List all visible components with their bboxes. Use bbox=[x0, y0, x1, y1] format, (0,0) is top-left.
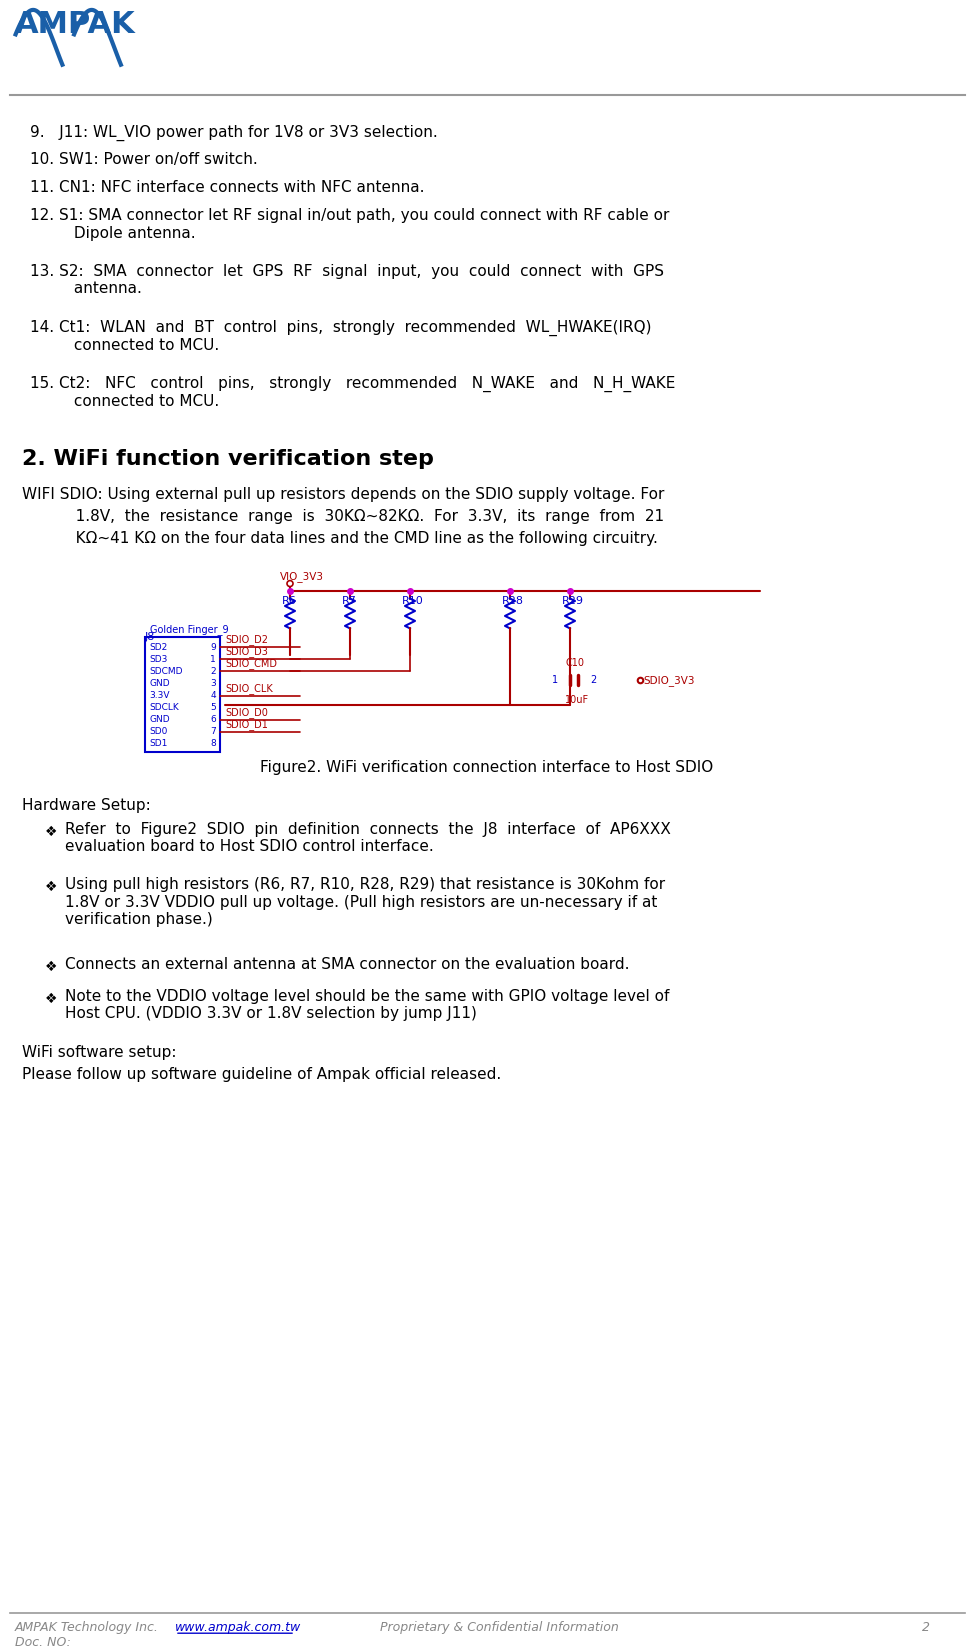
Text: ❖: ❖ bbox=[45, 824, 58, 839]
Text: 7: 7 bbox=[211, 726, 216, 736]
Text: 15. Ct2:   NFC   control   pins,   strongly   recommended   N_WAKE   and   N_H_W: 15. Ct2: NFC control pins, strongly reco… bbox=[30, 375, 676, 409]
Text: 8: 8 bbox=[211, 740, 216, 748]
Text: R6: R6 bbox=[282, 596, 296, 606]
Text: Using pull high resistors (R6, R7, R10, R28, R29) that resistance is 30Kohm for
: Using pull high resistors (R6, R7, R10, … bbox=[65, 877, 665, 928]
Text: SDCLK: SDCLK bbox=[149, 703, 178, 712]
Text: R10: R10 bbox=[402, 596, 424, 606]
Text: 2: 2 bbox=[922, 1621, 930, 1634]
Text: SDIO_D0: SDIO_D0 bbox=[225, 707, 268, 718]
Text: Refer  to  Figure2  SDIO  pin  definition  connects  the  J8  interface  of  AP6: Refer to Figure2 SDIO pin definition con… bbox=[65, 822, 671, 854]
Text: 13. S2:  SMA  connector  let  GPS  RF  signal  input,  you  could  connect  with: 13. S2: SMA connector let GPS RF signal … bbox=[30, 264, 664, 296]
Text: 12. S1: SMA connector let RF signal in/out path, you could connect with RF cable: 12. S1: SMA connector let RF signal in/o… bbox=[30, 208, 670, 241]
Text: Doc. NO:: Doc. NO: bbox=[15, 1636, 71, 1649]
Text: 11. CN1: NFC interface connects with NFC antenna.: 11. CN1: NFC interface connects with NFC… bbox=[30, 180, 424, 195]
Text: SD1: SD1 bbox=[149, 740, 168, 748]
Text: WIFI SDIO: Using external pull up resistors depends on the SDIO supply voltage. : WIFI SDIO: Using external pull up resist… bbox=[22, 487, 664, 502]
Text: SDCMD: SDCMD bbox=[149, 667, 182, 675]
Text: 4: 4 bbox=[211, 692, 216, 700]
Text: Please follow up software guideline of Ampak official released.: Please follow up software guideline of A… bbox=[22, 1067, 501, 1081]
Text: R7: R7 bbox=[342, 596, 357, 606]
Bar bbox=[145, 637, 220, 751]
Text: Connects an external antenna at SMA connector on the evaluation board.: Connects an external antenna at SMA conn… bbox=[65, 958, 630, 972]
Text: 5: 5 bbox=[211, 703, 216, 712]
Text: GND: GND bbox=[149, 715, 170, 725]
Text: 3.3V: 3.3V bbox=[149, 692, 170, 700]
Text: SDIO_D2: SDIO_D2 bbox=[225, 634, 268, 646]
Text: ❖: ❖ bbox=[45, 959, 58, 974]
Text: SD3: SD3 bbox=[149, 655, 168, 664]
Text: 1: 1 bbox=[211, 655, 216, 664]
Text: 1.8V,  the  resistance  range  is  30KΩ~82KΩ.  For  3.3V,  its  range  from  21: 1.8V, the resistance range is 30KΩ~82KΩ.… bbox=[22, 509, 664, 523]
Text: WiFi software setup:: WiFi software setup: bbox=[22, 1045, 176, 1060]
Text: R28: R28 bbox=[502, 596, 524, 606]
Text: 3: 3 bbox=[211, 679, 216, 688]
Text: J8: J8 bbox=[145, 632, 155, 642]
Text: 14. Ct1:  WLAN  and  BT  control  pins,  strongly  recommended  WL_HWAKE(IRQ)
  : 14. Ct1: WLAN and BT control pins, stron… bbox=[30, 320, 651, 353]
Text: SDIO_D1: SDIO_D1 bbox=[225, 718, 268, 730]
Text: R29: R29 bbox=[562, 596, 584, 606]
Text: Note to the VDDIO voltage level should be the same with GPIO voltage level of
Ho: Note to the VDDIO voltage level should b… bbox=[65, 989, 670, 1022]
Text: SDIO_D3: SDIO_D3 bbox=[225, 647, 268, 657]
Text: SDIO_CMD: SDIO_CMD bbox=[225, 659, 277, 669]
Text: 6: 6 bbox=[211, 715, 216, 725]
Text: GND: GND bbox=[149, 679, 170, 688]
Text: 10uF: 10uF bbox=[565, 695, 589, 705]
Text: www.ampak.com.tw: www.ampak.com.tw bbox=[175, 1621, 301, 1634]
Text: 9.   J11: WL_VIO power path for 1V8 or 3V3 selection.: 9. J11: WL_VIO power path for 1V8 or 3V3… bbox=[30, 124, 438, 140]
Text: 10. SW1: Power on/off switch.: 10. SW1: Power on/off switch. bbox=[30, 152, 257, 167]
Text: Hardware Setup:: Hardware Setup: bbox=[22, 797, 151, 812]
Text: Figure2. WiFi verification connection interface to Host SDIO: Figure2. WiFi verification connection in… bbox=[260, 759, 714, 774]
Text: VIO_3V3: VIO_3V3 bbox=[280, 571, 324, 581]
Text: SDIO_CLK: SDIO_CLK bbox=[225, 682, 273, 693]
Text: 9: 9 bbox=[211, 642, 216, 652]
Text: 2: 2 bbox=[590, 675, 597, 685]
Text: C10: C10 bbox=[565, 659, 584, 669]
Text: ❖: ❖ bbox=[45, 880, 58, 895]
Text: KΩ~41 KΩ on the four data lines and the CMD line as the following circuitry.: KΩ~41 KΩ on the four data lines and the … bbox=[22, 530, 658, 546]
Text: Golden Finger_9: Golden Finger_9 bbox=[150, 624, 228, 636]
Text: AMPAK Technology Inc.: AMPAK Technology Inc. bbox=[15, 1621, 159, 1634]
Text: Proprietary & Confidential Information: Proprietary & Confidential Information bbox=[380, 1621, 619, 1634]
Text: 1: 1 bbox=[552, 675, 558, 685]
Text: 2. WiFi function verification step: 2. WiFi function verification step bbox=[22, 449, 434, 469]
Text: SDIO_3V3: SDIO_3V3 bbox=[643, 675, 694, 685]
Text: 2: 2 bbox=[211, 667, 216, 675]
Text: AMPAK: AMPAK bbox=[15, 10, 136, 40]
Text: SD0: SD0 bbox=[149, 726, 168, 736]
Text: SD2: SD2 bbox=[149, 642, 168, 652]
Text: ❖: ❖ bbox=[45, 992, 58, 1005]
